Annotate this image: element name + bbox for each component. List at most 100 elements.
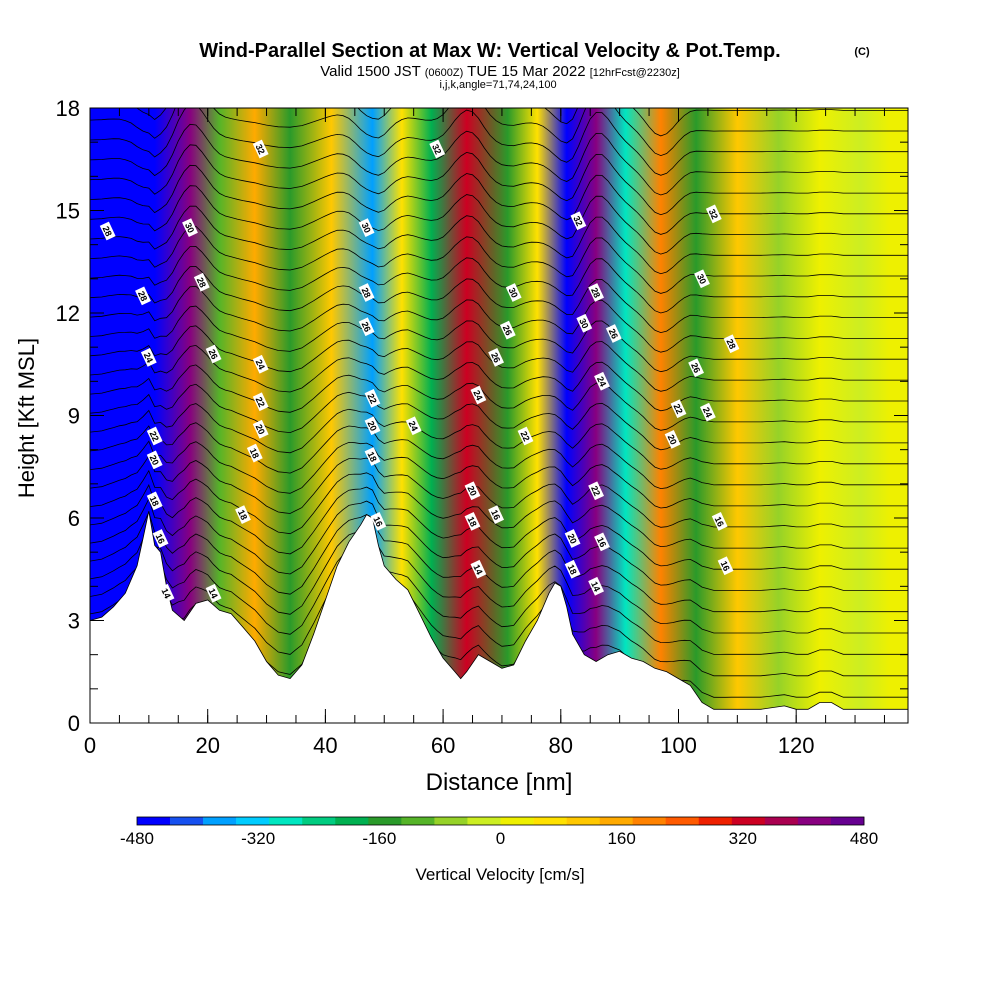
theta-label-text: 30 xyxy=(359,221,372,234)
theta-label: 20 xyxy=(364,416,381,436)
theta-label-text: 18 xyxy=(236,508,249,521)
theta-contour-line xyxy=(90,205,908,275)
theta-contour-line xyxy=(90,455,908,528)
theta-contour-line xyxy=(90,225,908,294)
theta-label-text: 14 xyxy=(159,587,172,600)
colorbar-tick-label: 320 xyxy=(729,829,757,848)
y-tick-label: 18 xyxy=(56,96,80,121)
colorbar-swatch xyxy=(632,817,667,825)
title-copyright-mark: (C) xyxy=(854,46,870,58)
x-axis: 0 20 40 60 80 100 120 xyxy=(84,108,885,758)
theta-label-text: 32 xyxy=(707,207,720,220)
theta-label: 14 xyxy=(158,583,175,603)
theta-contour-line xyxy=(90,364,908,431)
theta-contours xyxy=(90,108,908,720)
theta-label-text: 32 xyxy=(571,214,584,227)
theta-label: 16 xyxy=(370,512,387,531)
theta-contour-line xyxy=(90,403,908,470)
theta-label: 28 xyxy=(588,283,605,302)
colorbar-label: Vertical Velocity [cm/s] xyxy=(415,865,584,884)
theta-label: 20 xyxy=(252,419,269,439)
theta-contour-line xyxy=(90,383,908,451)
theta-label: 22 xyxy=(364,389,381,408)
theta-label-text: 30 xyxy=(695,272,708,285)
subtitle-valid-time: Valid 1500 JST xyxy=(320,63,420,80)
theta-label: 22 xyxy=(588,481,605,501)
theta-label: 24 xyxy=(405,416,422,436)
chart-subtitle: Valid 1500 JST (0600Z) TUE 15 Mar 2022 [… xyxy=(320,63,680,80)
theta-label: 30 xyxy=(694,269,710,289)
theta-label-text: 24 xyxy=(142,351,155,364)
theta-label-text: 30 xyxy=(507,286,520,299)
theta-contour-line xyxy=(90,536,908,655)
theta-label-text: 28 xyxy=(101,225,114,238)
theta-label-text: 20 xyxy=(148,453,161,466)
y-tick-label: 3 xyxy=(68,609,80,634)
x-tick-label: 60 xyxy=(431,733,455,758)
theta-label-text: 24 xyxy=(471,389,484,402)
theta-contour-line xyxy=(90,440,908,509)
theta-label: 20 xyxy=(664,430,681,449)
colorbar-tick-label: -160 xyxy=(362,829,396,848)
theta-label-text: 28 xyxy=(589,286,602,299)
chart-title: Wind-Parallel Section at Max W: Vertical… xyxy=(199,40,780,62)
theta-label: 24 xyxy=(140,348,157,367)
theta-contour-line xyxy=(90,548,908,677)
theta-label: 24 xyxy=(699,402,716,422)
section-index-line: i,j,k,angle=71,74,24,100 xyxy=(439,79,556,91)
x-axis-label: Distance [nm] xyxy=(426,769,573,796)
theta-label: 28 xyxy=(193,272,210,292)
colorbar-swatch xyxy=(467,817,501,825)
theta-label: 16 xyxy=(152,529,169,548)
terrain-mask xyxy=(90,511,908,723)
theta-label: 14 xyxy=(205,583,222,603)
theta-label-text: 16 xyxy=(595,535,608,548)
theta-label: 32 xyxy=(429,139,446,159)
colorbar-tick-label: -480 xyxy=(120,829,154,848)
theta-label-text: 16 xyxy=(718,559,731,572)
theta-contour-line xyxy=(90,344,908,412)
theta-label-text: 22 xyxy=(365,392,378,405)
theta-label-text: 30 xyxy=(183,221,196,234)
theta-label: 16 xyxy=(711,512,728,531)
colorbar-tick-label: -320 xyxy=(241,829,275,848)
colorbar-swatch xyxy=(269,817,303,825)
colorbar-swatch xyxy=(665,817,700,825)
colorbar-swatch xyxy=(764,817,799,825)
theta-label-text: 18 xyxy=(565,563,578,576)
theta-label: 18 xyxy=(364,447,381,466)
colorbar-swatch xyxy=(797,817,832,825)
theta-label: 32 xyxy=(705,204,722,224)
colorbar: -480 -320 -160 0 160 320 480 xyxy=(120,816,878,848)
theta-label: 24 xyxy=(594,371,610,391)
y-axis: 0 3 6 9 12 15 18 xyxy=(56,96,908,736)
theta-label: 18 xyxy=(235,505,251,524)
subtitle-utc: (0600Z) xyxy=(425,67,464,79)
theta-label: 22 xyxy=(517,426,534,446)
theta-label-text: 22 xyxy=(254,395,267,408)
theta-label-text: 24 xyxy=(254,358,267,371)
theta-label: 30 xyxy=(505,283,522,302)
theta-contour-line xyxy=(90,285,908,353)
theta-label-text: 26 xyxy=(689,361,702,374)
colorbar-tick-label: 480 xyxy=(850,829,878,848)
theta-label: 26 xyxy=(205,344,222,364)
x-tick-label: 0 xyxy=(84,733,96,758)
theta-contour-line xyxy=(90,245,908,314)
theta-label: 24 xyxy=(252,354,269,374)
theta-label-text: 16 xyxy=(371,515,384,528)
colorbar-swatch xyxy=(533,817,567,825)
theta-label-text: 14 xyxy=(589,580,602,593)
theta-label-text: 28 xyxy=(136,289,149,302)
theta-label: 28 xyxy=(723,334,740,354)
theta-label-text: 26 xyxy=(607,327,620,340)
theta-label: 26 xyxy=(499,320,516,340)
colorbar-swatch xyxy=(434,817,468,825)
theta-label: 14 xyxy=(588,576,605,596)
theta-label: 28 xyxy=(358,283,375,302)
theta-label: 26 xyxy=(358,317,375,337)
theta-contour-line xyxy=(90,108,908,176)
theta-label: 24 xyxy=(470,385,487,405)
theta-label-text: 26 xyxy=(206,348,219,361)
theta-label: 28 xyxy=(135,286,151,306)
